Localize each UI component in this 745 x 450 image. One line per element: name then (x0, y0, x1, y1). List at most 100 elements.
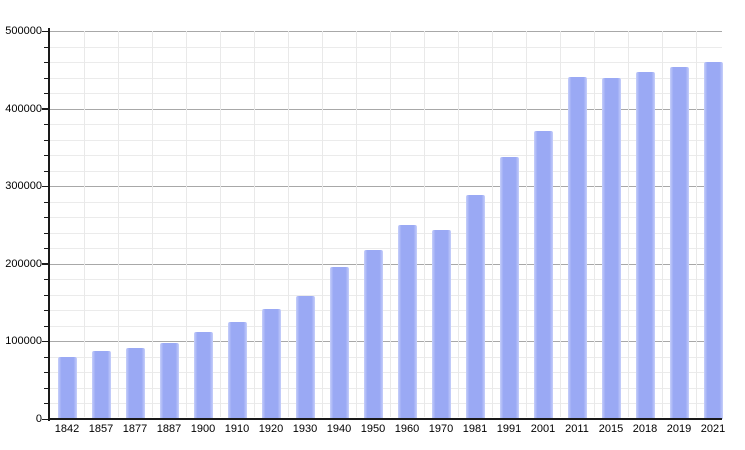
y-major-tick (42, 30, 48, 32)
bar-2019 (669, 67, 689, 419)
vertical-gridline (594, 31, 595, 417)
minor-gridline (50, 232, 722, 234)
vertical-gridline (254, 31, 255, 417)
vertical-gridline (628, 31, 629, 417)
vertical-gridline (356, 31, 357, 417)
bar-1842 (57, 357, 77, 419)
minor-gridline (50, 372, 722, 374)
y-minor-tick (44, 62, 48, 64)
x-axis-label: 1887 (156, 423, 182, 435)
vertical-gridline (288, 31, 289, 417)
vertical-gridline (186, 31, 187, 417)
x-axis-label: 2019 (666, 423, 692, 435)
y-minor-tick (44, 139, 48, 141)
y-minor-tick (44, 155, 48, 157)
vertical-gridline (560, 31, 561, 417)
minor-gridline (50, 201, 722, 203)
y-major-tick (42, 418, 48, 420)
x-axis-label: 2018 (632, 423, 658, 435)
x-axis-label: 1877 (122, 423, 148, 435)
bar-1960 (397, 225, 417, 419)
x-axis-label: 2021 (700, 423, 726, 435)
y-minor-tick (44, 170, 48, 172)
bar-2021 (703, 62, 723, 419)
vertical-gridline (220, 31, 221, 417)
vertical-gridline (696, 31, 697, 417)
vertical-gridline (424, 31, 425, 417)
x-axis-label: 1910 (224, 423, 250, 435)
bar-1857 (91, 351, 111, 419)
bar-1930 (295, 296, 315, 419)
minor-gridline (50, 155, 722, 157)
minor-gridline (50, 387, 722, 389)
y-minor-tick (44, 46, 48, 48)
x-axis-label: 2011 (565, 423, 589, 435)
vertical-gridline (526, 31, 527, 417)
vertical-gridline (322, 31, 323, 417)
bar-2001 (533, 131, 553, 419)
minor-gridline (50, 356, 722, 358)
x-axis-label: 1900 (190, 423, 216, 435)
x-axis-label: 1920 (258, 423, 284, 435)
y-axis-label: 300000 (5, 180, 42, 193)
bar-1981 (465, 195, 485, 419)
y-minor-tick (44, 310, 48, 312)
y-axis-label: 100000 (5, 335, 42, 348)
y-minor-tick (44, 201, 48, 203)
minor-gridline (50, 77, 722, 79)
minor-gridline (50, 62, 722, 64)
minor-gridline (50, 325, 722, 327)
major-gridline (50, 186, 722, 188)
bar-1910 (227, 322, 247, 419)
y-major-tick (42, 263, 48, 265)
vertical-gridline (390, 31, 391, 417)
major-gridline (50, 108, 722, 110)
y-axis-label: 500000 (5, 25, 42, 37)
x-axis-label: 2001 (530, 423, 556, 435)
y-major-tick (42, 185, 48, 188)
x-axis (48, 418, 722, 420)
x-axis-label: 1930 (292, 423, 318, 435)
bar-1920 (261, 309, 281, 419)
y-minor-tick (44, 248, 48, 250)
bar-1887 (159, 343, 179, 419)
bar-1970 (431, 230, 451, 419)
x-axis-label: 1842 (54, 423, 80, 435)
minor-gridline (50, 279, 722, 281)
minor-gridline (50, 139, 722, 141)
y-axis-label: 200000 (5, 257, 42, 270)
vertical-gridline (662, 31, 663, 417)
major-gridline (50, 341, 722, 343)
bar-2018 (635, 72, 655, 419)
minor-gridline (50, 294, 722, 296)
y-axis (48, 28, 50, 421)
major-gridline (50, 31, 722, 32)
minor-gridline (50, 93, 722, 95)
minor-gridline (50, 248, 722, 250)
y-minor-tick (44, 325, 48, 327)
y-minor-tick (44, 356, 48, 358)
y-major-tick (42, 108, 48, 110)
bar-1991 (499, 157, 519, 419)
x-axis-label: 1960 (394, 423, 420, 435)
y-minor-tick (44, 403, 48, 405)
y-minor-tick (44, 372, 48, 374)
vertical-gridline (458, 31, 459, 417)
y-axis-label: 400000 (5, 102, 42, 115)
y-minor-tick (44, 232, 48, 234)
bar-1950 (363, 250, 383, 419)
y-minor-tick (44, 387, 48, 389)
minor-gridline (50, 170, 722, 172)
x-axis-label: 2015 (598, 423, 624, 435)
y-minor-tick (44, 77, 48, 79)
y-minor-tick (44, 294, 48, 296)
x-axis-label: 1857 (88, 423, 114, 435)
bar-1900 (193, 332, 213, 419)
x-axis-label: 1981 (462, 423, 488, 435)
x-axis-label: 1970 (428, 423, 454, 435)
y-minor-tick (44, 93, 48, 95)
bar-1877 (125, 348, 145, 419)
bar-2015 (601, 78, 621, 419)
x-axis-label: 1950 (360, 423, 386, 435)
